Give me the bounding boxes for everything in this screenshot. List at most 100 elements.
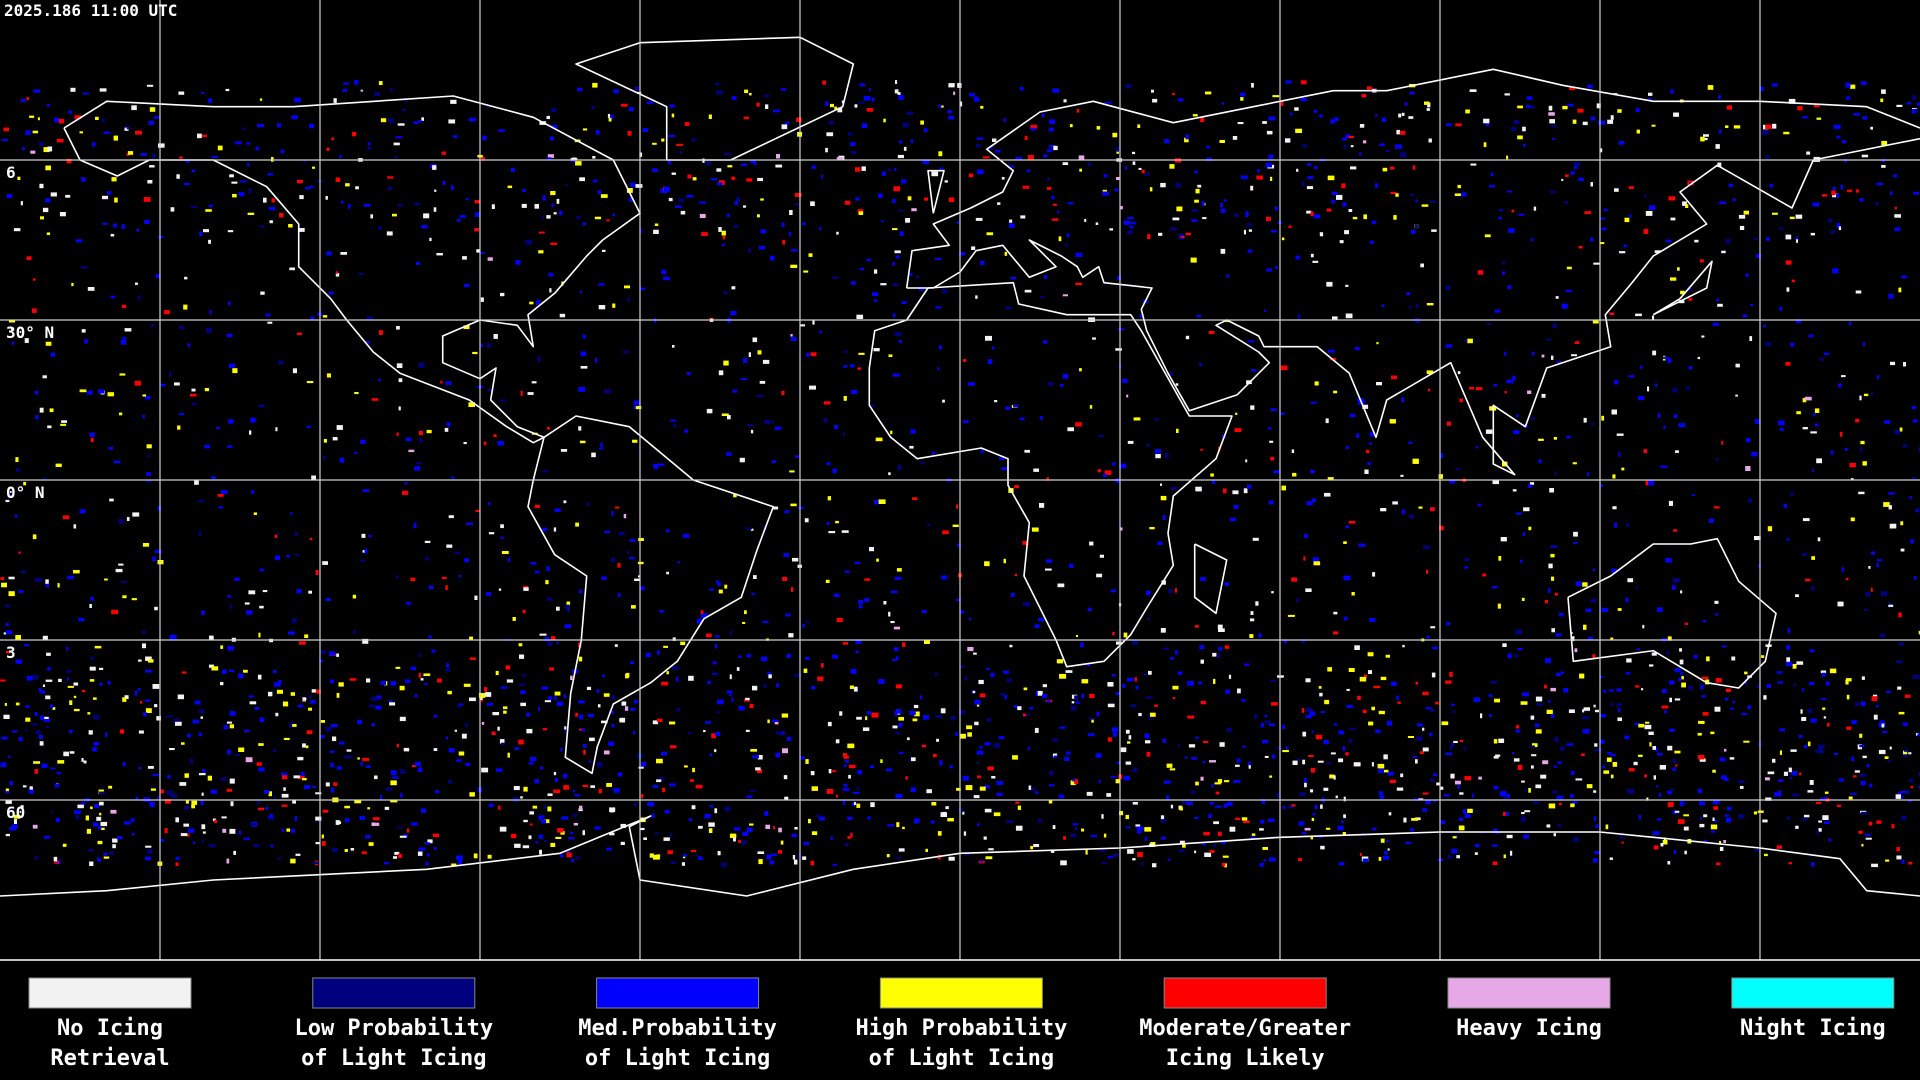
cloud-pixel bbox=[1177, 744, 1181, 748]
cloud-pixel bbox=[738, 839, 741, 843]
cloud-pixel bbox=[984, 561, 990, 567]
cloud-pixel bbox=[151, 799, 153, 804]
cloud-pixel bbox=[181, 671, 187, 674]
cloud-pixel bbox=[94, 804, 99, 809]
cloud-pixel bbox=[1915, 509, 1918, 513]
cloud-pixel bbox=[758, 859, 763, 865]
cloud-pixel bbox=[1644, 774, 1647, 778]
cloud-pixel bbox=[1610, 115, 1614, 120]
cloud-pixel bbox=[1848, 796, 1853, 800]
cloud-pixel bbox=[859, 83, 865, 87]
cloud-pixel bbox=[1429, 732, 1433, 737]
cloud-pixel bbox=[1220, 202, 1223, 207]
cloud-pixel bbox=[52, 707, 56, 710]
cloud-pixel bbox=[746, 795, 753, 798]
cloud-pixel bbox=[1410, 229, 1416, 234]
cloud-pixel bbox=[1303, 778, 1307, 783]
cloud-pixel bbox=[1066, 751, 1071, 755]
cloud-pixel bbox=[592, 179, 598, 183]
cloud-pixel bbox=[638, 575, 641, 578]
cloud-pixel bbox=[1767, 526, 1773, 532]
cloud-pixel bbox=[1761, 655, 1765, 658]
cloud-pixel bbox=[1802, 116, 1808, 119]
legend-label: Med.Probability bbox=[578, 1016, 777, 1041]
cloud-pixel bbox=[145, 479, 152, 483]
cloud-pixel bbox=[1634, 722, 1640, 726]
cloud-pixel bbox=[244, 602, 250, 605]
cloud-pixel bbox=[1573, 162, 1581, 167]
cloud-pixel bbox=[126, 517, 130, 521]
cloud-pixel bbox=[1169, 164, 1175, 169]
cloud-pixel bbox=[1714, 820, 1718, 823]
cloud-pixel bbox=[657, 718, 663, 722]
cloud-pixel bbox=[1430, 708, 1435, 713]
cloud-pixel bbox=[1017, 706, 1022, 711]
cloud-pixel bbox=[606, 219, 610, 222]
cloud-pixel bbox=[1918, 507, 1920, 513]
cloud-pixel bbox=[599, 447, 604, 450]
cloud-pixel bbox=[1629, 214, 1632, 218]
cloud-pixel bbox=[1707, 85, 1714, 90]
cloud-pixel bbox=[79, 509, 86, 514]
cloud-pixel bbox=[346, 749, 352, 752]
cloud-pixel bbox=[858, 604, 863, 609]
cloud-pixel bbox=[109, 851, 114, 855]
cloud-pixel bbox=[843, 365, 848, 368]
cloud-pixel bbox=[542, 527, 548, 531]
cloud-pixel bbox=[1861, 154, 1869, 158]
cloud-pixel bbox=[703, 730, 706, 733]
cloud-pixel bbox=[411, 764, 417, 767]
cloud-pixel bbox=[485, 692, 492, 697]
cloud-pixel bbox=[519, 654, 525, 659]
cloud-pixel bbox=[1427, 102, 1431, 108]
cloud-pixel bbox=[1371, 827, 1377, 831]
cloud-pixel bbox=[45, 583, 49, 588]
cloud-pixel bbox=[1855, 418, 1860, 423]
cloud-pixel bbox=[234, 577, 240, 581]
cloud-pixel bbox=[691, 138, 696, 142]
cloud-pixel bbox=[853, 686, 858, 692]
cloud-pixel bbox=[606, 847, 612, 851]
cloud-pixel bbox=[1579, 673, 1585, 679]
cloud-pixel bbox=[4, 604, 10, 608]
cloud-pixel bbox=[1712, 769, 1716, 773]
cloud-pixel bbox=[985, 335, 992, 341]
cloud-pixel bbox=[499, 399, 506, 402]
cloud-pixel bbox=[591, 452, 596, 458]
cloud-pixel bbox=[500, 536, 504, 539]
lat-label: 0° N bbox=[6, 483, 45, 502]
cloud-pixel bbox=[1208, 813, 1212, 818]
cloud-pixel bbox=[427, 839, 433, 844]
cloud-pixel bbox=[613, 788, 620, 793]
legend-swatch bbox=[1163, 977, 1327, 1009]
cloud-pixel bbox=[1714, 600, 1719, 604]
cloud-pixel bbox=[1193, 170, 1198, 173]
cloud-pixel bbox=[183, 823, 189, 827]
cloud-pixel bbox=[550, 636, 556, 641]
cloud-pixel bbox=[248, 695, 254, 698]
cloud-pixel bbox=[678, 198, 685, 203]
cloud-pixel bbox=[1545, 658, 1551, 664]
cloud-pixel bbox=[519, 683, 526, 686]
cloud-pixel bbox=[1227, 801, 1233, 806]
cloud-pixel bbox=[652, 168, 658, 172]
cloud-pixel bbox=[1343, 796, 1346, 802]
cloud-pixel bbox=[5, 799, 12, 804]
cloud-pixel bbox=[1200, 448, 1203, 451]
cloud-pixel bbox=[1677, 819, 1685, 824]
cloud-pixel bbox=[1145, 740, 1151, 744]
cloud-pixel bbox=[1855, 702, 1860, 706]
cloud-pixel bbox=[1029, 787, 1036, 791]
cloud-pixel bbox=[1123, 632, 1128, 638]
cloud-pixel bbox=[864, 598, 870, 603]
cloud-pixel bbox=[1035, 691, 1039, 697]
cloud-pixel bbox=[431, 649, 436, 653]
cloud-pixel bbox=[120, 729, 125, 734]
cloud-pixel bbox=[1422, 691, 1429, 696]
cloud-pixel bbox=[899, 140, 903, 144]
cloud-pixel bbox=[1909, 778, 1914, 783]
cloud-pixel bbox=[1558, 802, 1562, 806]
coastline bbox=[527, 415, 775, 775]
cloud-pixel bbox=[1508, 228, 1515, 233]
cloud-pixel bbox=[934, 672, 938, 676]
